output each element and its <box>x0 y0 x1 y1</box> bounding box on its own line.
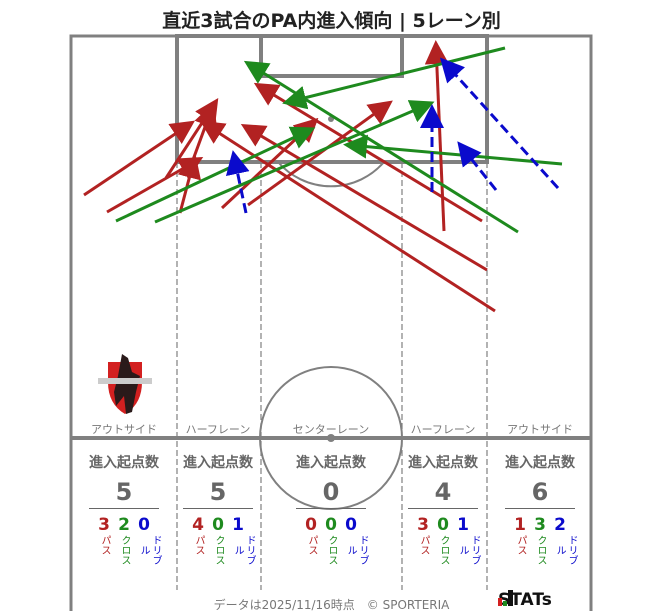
pass-value: 3 <box>417 515 429 535</box>
dribble-count: 0 ドリブル <box>344 515 368 565</box>
pass-arrow <box>199 120 496 313</box>
cross-arrow <box>282 46 506 110</box>
stat-total: 5 <box>183 478 253 509</box>
dribble-count: 2 ドリブル <box>553 515 577 565</box>
cross-label: クロス <box>535 535 546 565</box>
footer-credit: データは2025/11/16時点 © SPORTERIA <box>213 598 450 612</box>
pass-count: 3 パス <box>416 515 430 555</box>
dribble-label: ドリブル <box>138 535 161 565</box>
cross-label: クロス <box>119 535 130 565</box>
cross-value: 0 <box>437 515 449 535</box>
stat-total: 6 <box>505 478 575 509</box>
cross-count: 0 クロス <box>211 515 225 565</box>
cross-value: 0 <box>325 515 337 535</box>
lane-label: ハーフレーン <box>410 423 476 436</box>
lane-stat: 進入起点数 6 1 パス 3 クロス 2 ドリブル <box>495 452 585 565</box>
cross-label: クロス <box>438 535 449 565</box>
dribble-label: ドリブル <box>345 535 368 565</box>
pass-count: 0 パス <box>304 515 318 555</box>
cross-count: 2 クロス <box>117 515 131 565</box>
stat-heading: 進入起点数 <box>296 455 366 471</box>
dribble-value: 1 <box>457 515 469 535</box>
cross-arrow <box>115 126 316 223</box>
lane-stat: 進入起点数 5 4 パス 0 クロス 1 ドリブル <box>173 452 263 565</box>
pass-count: 4 パス <box>191 515 205 555</box>
lane-label: アウトサイド <box>507 423 573 436</box>
lane-dividers <box>176 162 488 590</box>
lane-label: センターレーン <box>292 423 370 436</box>
dribble-arrow <box>457 141 498 191</box>
stat-total: 4 <box>408 478 478 509</box>
cross-value: 2 <box>118 515 130 535</box>
cross-arrow <box>343 134 563 166</box>
penalty-arc <box>277 161 385 188</box>
pass-label: パス <box>306 535 317 555</box>
dribble-count: 1 ドリブル <box>231 515 255 565</box>
lane-label: ハーフレーン <box>185 423 251 436</box>
dribble-arrow <box>225 150 250 214</box>
dribble-count: 1 ドリブル <box>456 515 480 565</box>
dribble-arrow <box>439 57 560 190</box>
pass-arrow <box>240 123 488 272</box>
dribble-label: ドリブル <box>554 535 577 565</box>
cross-value: 3 <box>534 515 546 535</box>
pass-count: 1 パス <box>513 515 527 555</box>
cross-label: クロス <box>213 535 224 565</box>
dribble-value: 0 <box>345 515 357 535</box>
cross-label: クロス <box>326 535 337 565</box>
stat-heading: 進入起点数 <box>505 455 575 471</box>
stat-heading: 進入起点数 <box>183 455 253 471</box>
pass-label: パス <box>418 535 429 555</box>
pass-label: パス <box>193 535 204 555</box>
team-logo <box>98 354 152 414</box>
stat-total: 5 <box>89 478 159 509</box>
cross-value: 0 <box>212 515 224 535</box>
chart-title: 直近3試合のPA内進入傾向 | 5レーン別 <box>162 10 501 32</box>
center-spot <box>327 434 335 442</box>
dribble-value: 2 <box>554 515 566 535</box>
pass-count: 3 パス <box>97 515 111 555</box>
dribble-value: 0 <box>138 515 150 535</box>
pass-arrow <box>83 120 195 197</box>
dribble-label: ドリブル <box>232 535 255 565</box>
pass-arrow <box>424 40 449 232</box>
cross-count: 0 クロス <box>324 515 338 565</box>
dribble-value: 1 <box>232 515 244 535</box>
cross-arrow <box>154 100 435 224</box>
lane-stat: 進入起点数 0 0 パス 0 クロス 0 ドリブル <box>286 452 376 565</box>
pass-label: パス <box>99 535 110 555</box>
stats-logo: STATs <box>498 590 552 610</box>
dribble-label: ドリブル <box>457 535 480 565</box>
stats-bar-icon <box>498 590 513 606</box>
pass-value: 1 <box>514 515 526 535</box>
pass-value: 4 <box>192 515 204 535</box>
pass-arrow <box>247 100 393 207</box>
pass-value: 0 <box>305 515 317 535</box>
stat-heading: 進入起点数 <box>89 455 159 471</box>
lane-label: アウトサイド <box>91 423 157 436</box>
stat-total: 0 <box>296 478 366 509</box>
cross-count: 0 クロス <box>436 515 450 565</box>
goal-area <box>259 34 404 78</box>
stat-heading: 進入起点数 <box>408 455 478 471</box>
pass-value: 3 <box>98 515 110 535</box>
lane-stat: 進入起点数 5 3 パス 2 クロス 0 ドリブル <box>79 452 169 565</box>
center-circle <box>259 366 403 510</box>
dribble-count: 0 ドリブル <box>137 515 161 565</box>
lane-stat: 進入起点数 4 3 パス 0 クロス 1 ドリブル <box>398 452 488 565</box>
pass-label: パス <box>515 535 526 555</box>
cross-count: 3 クロス <box>533 515 547 565</box>
